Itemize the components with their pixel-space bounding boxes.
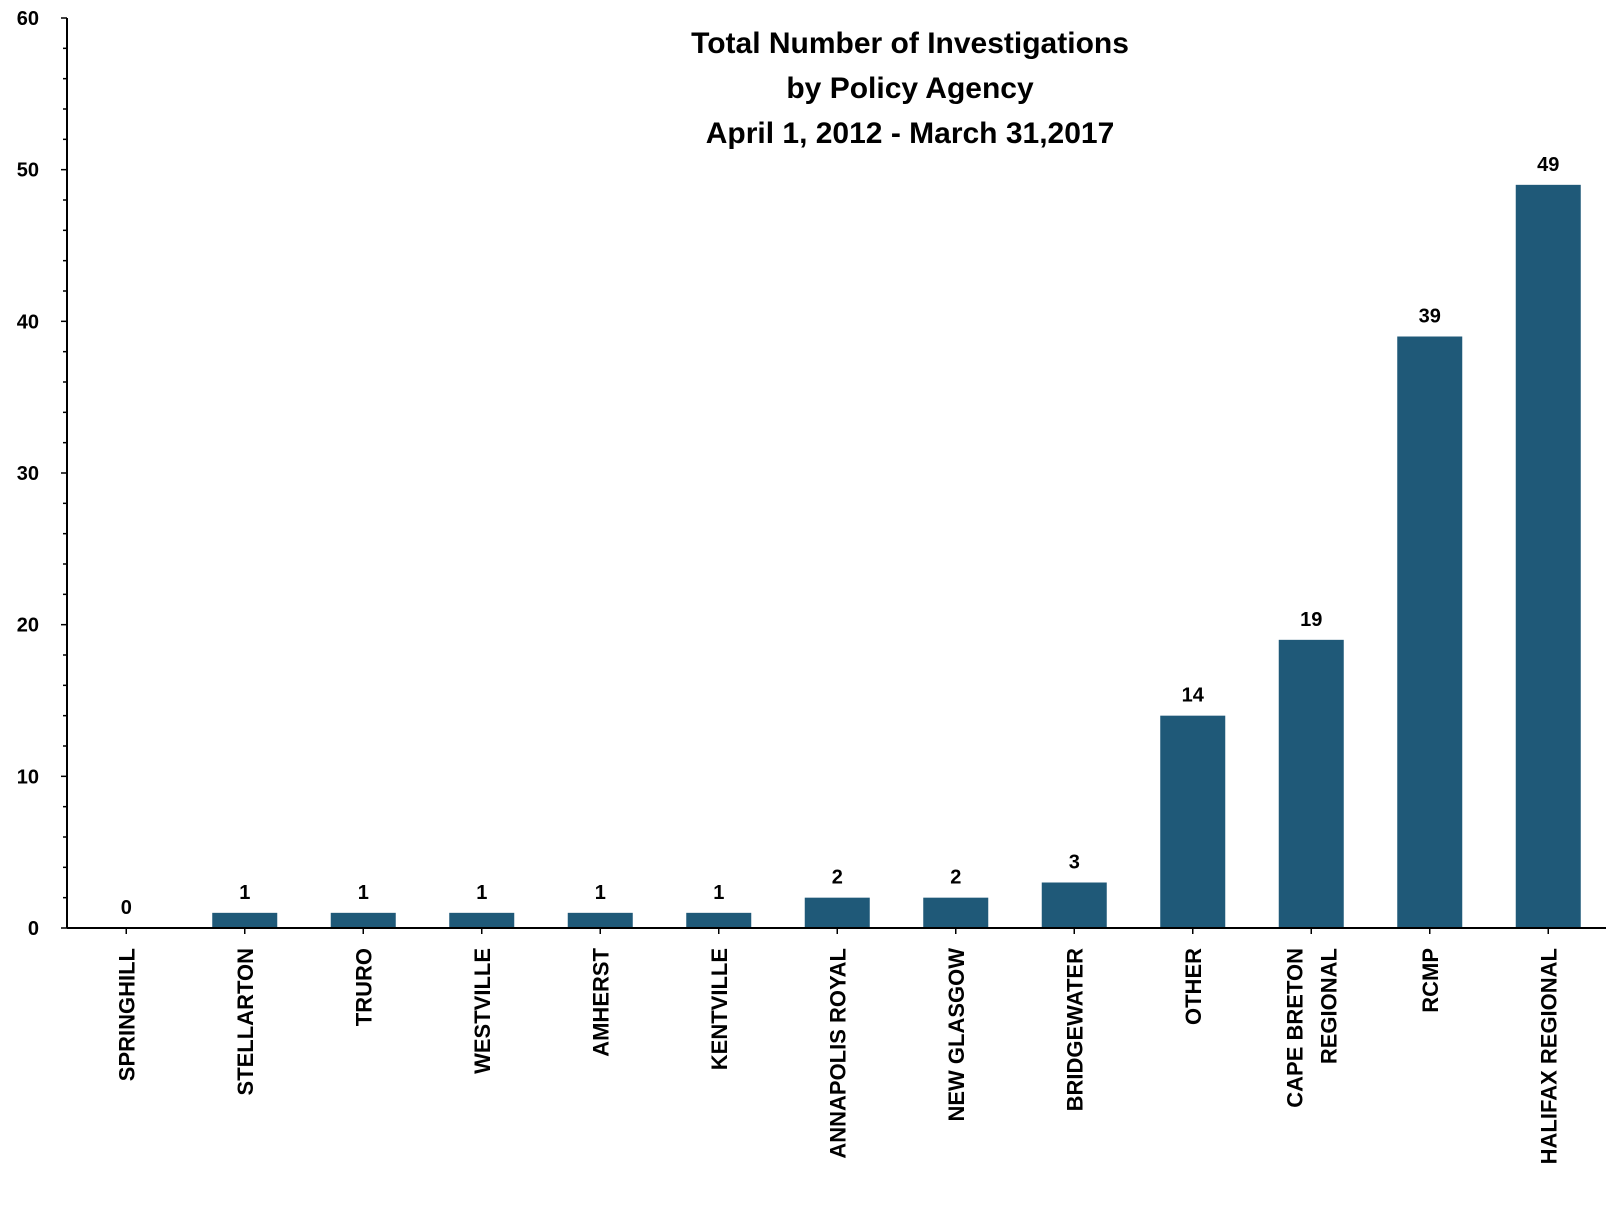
bar-value-label: 1: [713, 882, 724, 904]
bar: [330, 912, 396, 928]
y-tick-label: 50: [17, 160, 39, 182]
bar-value-label: 39: [1419, 306, 1441, 328]
bar: [212, 912, 278, 928]
y-tick-label: 0: [28, 918, 39, 940]
category-label: CAPE BRETON REGIONAL: [1282, 948, 1341, 1108]
category-label-line: WESTVILLE: [470, 948, 495, 1074]
bar-value-label: 1: [358, 882, 369, 904]
bar: [449, 912, 515, 928]
category-label: STELLARTON: [233, 948, 258, 1095]
bar-value-label: 1: [239, 882, 250, 904]
bar: [1278, 639, 1344, 928]
x-axis: SPRINGHILL STELLARTON TRURO WESTVILLE AMHERS…: [67, 927, 1606, 1164]
bars: [212, 184, 1581, 929]
category-label: TRURO: [351, 948, 376, 1026]
category-label: NEW GLASGOW: [944, 948, 969, 1122]
category-label-line: CAPE BRETON: [1282, 948, 1307, 1108]
y-tick-label: 40: [17, 311, 39, 333]
bar-value-label: 2: [832, 867, 843, 889]
bar: [923, 897, 989, 928]
category-label-line: ANNAPOLIS ROYAL: [825, 948, 850, 1159]
bar-value-label: 14: [1182, 685, 1205, 707]
chart-title-line-2: by Policy Agency: [786, 72, 1034, 105]
y-tick-label: 20: [17, 615, 39, 637]
bar-value-label: 1: [595, 882, 606, 904]
category-label: HALIFAX REGIONAL: [1536, 948, 1561, 1164]
bar: [1041, 882, 1107, 928]
bar: [686, 912, 752, 928]
bar-value-label: 49: [1537, 154, 1559, 176]
category-label-line: STELLARTON: [233, 948, 258, 1095]
bar: [1397, 336, 1463, 928]
bar: [567, 912, 633, 928]
category-label-line: NEW GLASGOW: [944, 948, 969, 1122]
category-label-line: OTHER: [1181, 948, 1206, 1025]
category-label: KENTVILLE: [707, 948, 732, 1070]
category-label-line: HALIFAX REGIONAL: [1536, 948, 1561, 1164]
category-label-line: AMHERST: [588, 947, 613, 1056]
category-label: WESTVILLE: [470, 948, 495, 1074]
category-label: ANNAPOLIS ROYAL: [825, 948, 850, 1159]
bar-value-label: 3: [1069, 852, 1080, 874]
chart-title: Total Number of Investigations by Policy…: [691, 27, 1129, 150]
y-axis: 0 10 20 30 40 50 60: [17, 8, 68, 940]
chart-title-line-1: Total Number of Investigations: [691, 27, 1129, 60]
category-label: RCMP: [1418, 948, 1443, 1013]
bar-value-labels: 0 1 1 1 1 1 2 2 3 14 19 39 49: [121, 154, 1560, 919]
category-label-line: BRIDGEWATER: [1062, 948, 1087, 1111]
bar-value-label: 19: [1300, 609, 1322, 631]
y-tick-label: 30: [17, 463, 39, 485]
bar: [1515, 184, 1581, 929]
chart-title-line-3: April 1, 2012 - March 31,2017: [706, 117, 1115, 150]
category-label: OTHER: [1181, 948, 1206, 1025]
bar-value-label: 0: [121, 897, 132, 919]
y-tick-label: 10: [17, 766, 39, 788]
category-label: BRIDGEWATER: [1062, 948, 1087, 1111]
bar-value-label: 2: [950, 867, 961, 889]
category-label-line: REGIONAL: [1316, 948, 1341, 1064]
category-label-line: TRURO: [351, 948, 376, 1026]
bar-value-label: 1: [476, 882, 487, 904]
category-label-line: KENTVILLE: [707, 948, 732, 1070]
category-label-line: RCMP: [1418, 948, 1443, 1013]
category-label: AMHERST: [588, 947, 613, 1056]
category-label-line: SPRINGHILL: [114, 948, 139, 1081]
bar: [1160, 715, 1226, 928]
bar: [804, 897, 870, 928]
category-label: SPRINGHILL: [114, 948, 139, 1081]
y-tick-label: 60: [17, 8, 39, 30]
